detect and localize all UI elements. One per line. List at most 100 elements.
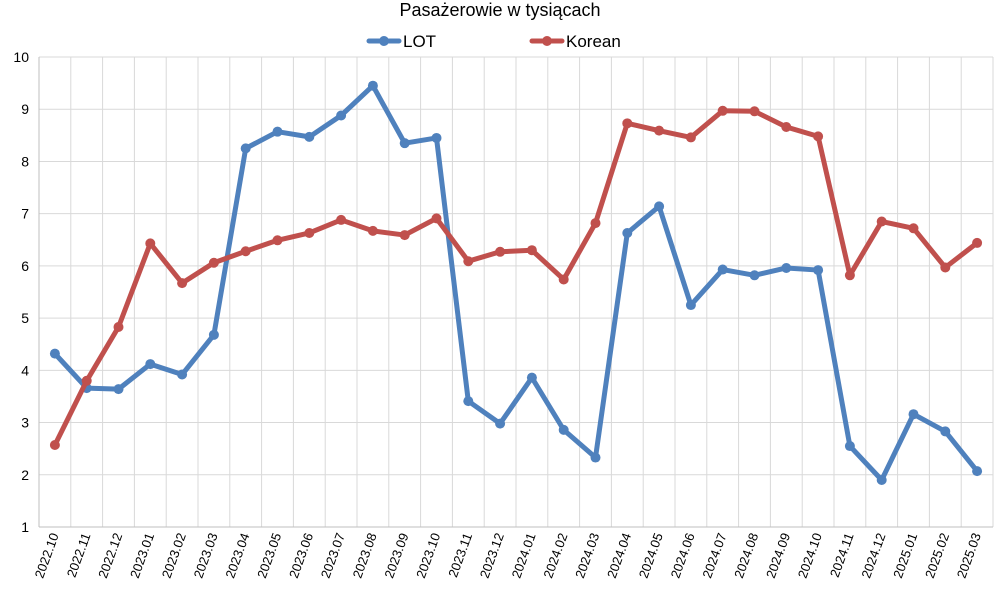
x-tick-label: 2022.11 bbox=[64, 531, 94, 579]
legend-marker bbox=[542, 36, 552, 46]
data-point bbox=[781, 262, 792, 273]
data-point bbox=[558, 274, 569, 285]
legend-item-lot: LOT bbox=[366, 32, 436, 51]
x-tick-label: 2024.04 bbox=[604, 531, 634, 580]
data-point bbox=[940, 262, 951, 273]
data-point bbox=[304, 131, 315, 142]
y-tick-label: 2 bbox=[21, 467, 29, 483]
x-tick-label: 2023.04 bbox=[222, 531, 252, 580]
y-tick-label: 1 bbox=[21, 519, 29, 535]
data-point bbox=[940, 426, 951, 437]
x-axis-tick-labels: 2022.10 2022.11 2022.12 2023.01 2023.02 2023.… bbox=[32, 531, 984, 580]
y-tick-label: 3 bbox=[21, 415, 29, 431]
data-point bbox=[876, 475, 887, 485]
axes bbox=[38, 57, 993, 528]
x-tick-label: 2023.01 bbox=[127, 531, 157, 580]
y-axis-tick-labels: 1 2 3 4 5 6 7 8 9 10 bbox=[13, 49, 29, 535]
data-point bbox=[876, 216, 887, 227]
data-point bbox=[113, 321, 124, 332]
data-point bbox=[717, 105, 728, 116]
y-tick-label: 7 bbox=[21, 206, 29, 222]
legend-label: LOT bbox=[403, 32, 436, 51]
data-point bbox=[749, 270, 760, 281]
x-tick-label: 2025.02 bbox=[922, 531, 952, 580]
data-point bbox=[49, 348, 60, 359]
data-point bbox=[622, 227, 633, 238]
data-point bbox=[145, 359, 156, 370]
x-tick-label: 2023.06 bbox=[286, 531, 316, 580]
x-tick-label: 2024.08 bbox=[731, 531, 761, 580]
data-point bbox=[526, 245, 537, 256]
x-tick-label: 2024.09 bbox=[763, 531, 793, 580]
data-point bbox=[272, 126, 283, 137]
data-point bbox=[463, 256, 474, 267]
data-point bbox=[336, 214, 347, 225]
x-tick-label: 2024.07 bbox=[699, 531, 729, 580]
data-point bbox=[590, 452, 601, 463]
data-point bbox=[717, 264, 728, 275]
data-point bbox=[431, 132, 442, 143]
data-point bbox=[654, 201, 665, 212]
data-point bbox=[495, 246, 506, 257]
data-point bbox=[590, 218, 601, 229]
x-tick-label: 2023.12 bbox=[477, 531, 507, 580]
x-tick-label: 2024.10 bbox=[795, 531, 825, 580]
series-line-korean bbox=[52, 108, 980, 448]
x-tick-label: 2023.02 bbox=[159, 531, 189, 580]
legend-marker bbox=[379, 36, 389, 46]
data-point bbox=[367, 80, 378, 91]
data-point bbox=[781, 121, 792, 132]
data-point bbox=[908, 409, 919, 420]
series-line-lot bbox=[52, 83, 980, 483]
data-point bbox=[749, 106, 760, 117]
x-tick-label: 2023.10 bbox=[413, 531, 443, 580]
data-point bbox=[208, 257, 219, 268]
data-point bbox=[972, 466, 983, 477]
x-tick-label: 2023.03 bbox=[191, 531, 221, 580]
x-tick-label: 2025.01 bbox=[890, 531, 920, 580]
x-tick-label: 2023.05 bbox=[254, 531, 284, 580]
x-tick-label: 2023.11 bbox=[445, 531, 475, 579]
x-tick-label: 2024.12 bbox=[858, 531, 888, 580]
x-tick-label: 2022.10 bbox=[32, 531, 62, 580]
x-tick-label: 2024.03 bbox=[572, 531, 602, 580]
x-tick-label: 2024.02 bbox=[540, 531, 570, 580]
x-tick-label: 2024.01 bbox=[509, 531, 539, 580]
data-point bbox=[272, 235, 283, 246]
data-point bbox=[526, 372, 537, 383]
data-point bbox=[177, 278, 188, 289]
series-korean bbox=[49, 105, 983, 451]
series-group bbox=[49, 80, 983, 485]
data-point bbox=[145, 238, 156, 249]
y-tick-label: 6 bbox=[21, 258, 29, 274]
x-tick-label: 2025.03 bbox=[954, 531, 984, 580]
x-tick-label: 2023.09 bbox=[381, 531, 411, 580]
legend-item-korean: Korean bbox=[529, 32, 621, 51]
data-point bbox=[240, 246, 251, 257]
x-tick-label: 2022.12 bbox=[95, 531, 125, 580]
y-tick-label: 10 bbox=[13, 49, 29, 65]
data-point bbox=[463, 396, 474, 407]
data-point bbox=[399, 138, 410, 149]
data-point bbox=[558, 424, 569, 435]
data-point bbox=[304, 227, 315, 238]
y-tick-label: 9 bbox=[21, 101, 29, 117]
data-point bbox=[495, 418, 506, 429]
x-tick-label: 2024.05 bbox=[636, 531, 666, 580]
data-point bbox=[654, 125, 665, 136]
data-point bbox=[431, 213, 442, 224]
data-point bbox=[240, 143, 251, 154]
data-point bbox=[908, 223, 919, 234]
data-point bbox=[813, 131, 824, 142]
x-tick-label: 2023.08 bbox=[350, 531, 380, 580]
data-point bbox=[208, 329, 219, 340]
data-point bbox=[367, 225, 378, 236]
y-tick-label: 8 bbox=[21, 153, 29, 169]
data-point bbox=[177, 369, 188, 380]
x-tick-label: 2024.11 bbox=[827, 531, 857, 579]
x-tick-label: 2024.06 bbox=[668, 531, 698, 580]
data-point bbox=[685, 132, 696, 143]
x-tick-label: 2023.07 bbox=[318, 531, 348, 580]
data-point bbox=[336, 110, 347, 121]
